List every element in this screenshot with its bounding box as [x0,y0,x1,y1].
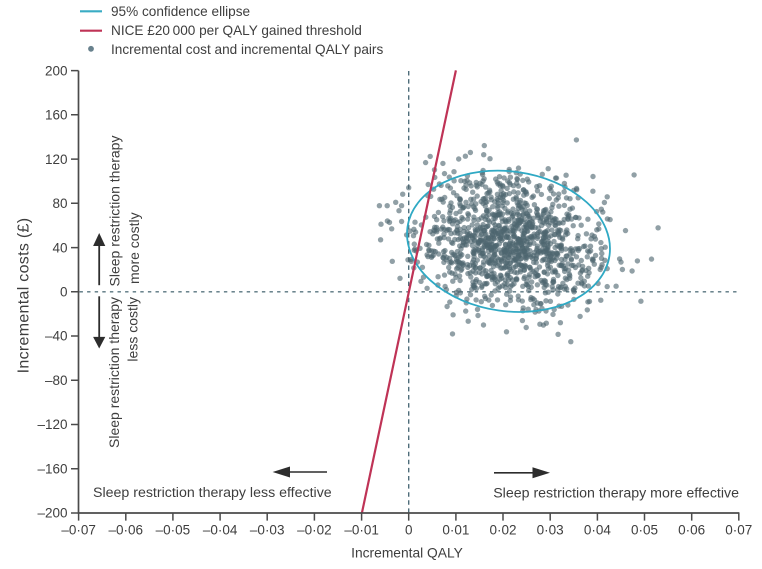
svg-text:0·07: 0·07 [725,523,752,538]
svg-text:NICE £20 000 per QALY gained t: NICE £20 000 per QALY gained threshold [111,23,362,38]
svg-text:–0·03: –0·03 [250,523,285,538]
svg-text:–0·07: –0·07 [61,523,96,538]
svg-text:–160: –160 [37,462,67,477]
svg-text:–80: –80 [45,373,68,388]
svg-text:0·05: 0·05 [631,523,658,538]
svg-text:–0·05: –0·05 [156,523,191,538]
svg-text:Sleep restriction therapy: Sleep restriction therapy [106,136,122,287]
svg-text:less costly: less costly [125,297,141,362]
svg-text:Incremental costs (£): Incremental costs (£) [15,218,32,374]
svg-text:0·03: 0·03 [537,523,564,538]
svg-text:120: 120 [45,152,68,167]
svg-text:95% confidence ellipse: 95% confidence ellipse [111,4,250,19]
svg-text:160: 160 [45,108,68,123]
svg-text:more costly: more costly [126,212,142,284]
svg-text:0·01: 0·01 [442,523,469,538]
svg-text:Sleep restriction therapy: Sleep restriction therapy [106,297,122,448]
svg-text:40: 40 [52,240,67,255]
svg-text:–0·01: –0·01 [344,523,379,538]
svg-text:0·06: 0·06 [678,523,705,538]
svg-text:–0·02: –0·02 [297,523,332,538]
svg-text:80: 80 [52,196,67,211]
svg-text:0: 0 [405,523,413,538]
svg-text:Incremental QALY: Incremental QALY [351,546,463,561]
svg-text:–40: –40 [45,329,68,344]
svg-text:Incremental cost and increment: Incremental cost and incremental QALY pa… [111,42,383,57]
svg-text:Sleep restriction therapy less: Sleep restriction therapy less effective [93,485,332,501]
svg-text:0·04: 0·04 [584,523,612,538]
svg-text:–0·06: –0·06 [109,523,144,538]
svg-text:–0·04: –0·04 [203,523,238,538]
svg-text:–200: –200 [37,506,67,521]
svg-text:0·02: 0·02 [489,523,516,538]
svg-text:–120: –120 [37,417,67,432]
svg-text:Sleep restriction therapy more: Sleep restriction therapy more effective [493,486,739,502]
svg-text:0: 0 [60,285,68,300]
svg-text:200: 200 [45,63,68,78]
